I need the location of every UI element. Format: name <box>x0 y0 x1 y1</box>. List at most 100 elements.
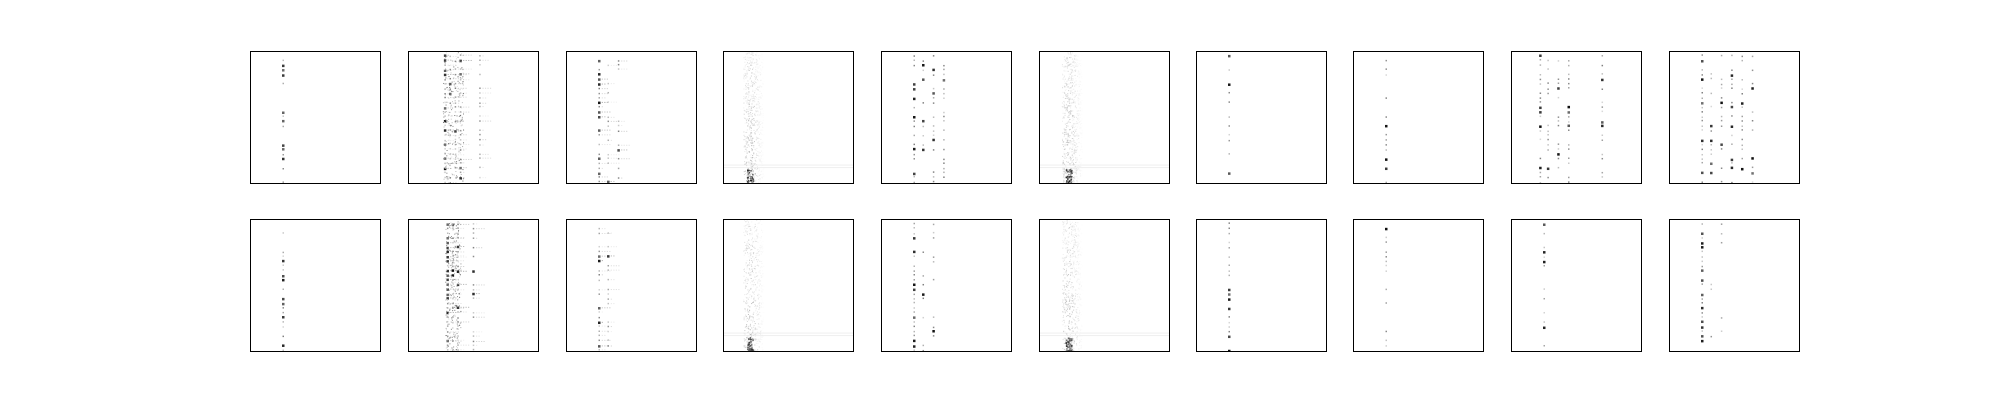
heatmap-cell <box>1228 232 1230 235</box>
heatmap-cell <box>455 246 457 248</box>
heatmap-cell <box>606 270 608 272</box>
heatmap-cell <box>458 305 460 307</box>
heatmap-cell <box>455 225 457 227</box>
heatmap-cell <box>1075 54 1077 56</box>
heatmap-cell <box>1075 64 1077 66</box>
heatmap-cell <box>1082 112 1084 114</box>
heatmap-cell <box>1066 125 1068 127</box>
heatmap-cell <box>607 116 610 119</box>
heatmap-cell <box>615 157 617 159</box>
heatmap-cell <box>1071 162 1073 164</box>
heatmap-cell <box>1074 144 1075 146</box>
heatmap-cell <box>606 111 608 113</box>
heatmap-cell <box>1072 266 1074 268</box>
heatmap-cell <box>452 55 454 57</box>
heatmap-cell <box>1073 349 1075 351</box>
heatmap-cell <box>1078 113 1080 115</box>
heatmap-cell <box>1067 306 1069 308</box>
heatmap-cell <box>1701 69 1703 71</box>
heatmap-cell <box>1601 157 1604 160</box>
heatmap-cell <box>750 165 752 167</box>
heatmap-cell <box>455 269 457 271</box>
heatmap-cell <box>476 316 478 318</box>
heatmap-cell <box>1064 157 1066 159</box>
heatmap-cell <box>446 150 448 151</box>
heatmap-cell <box>601 101 603 103</box>
heatmap-cell <box>1064 154 1066 156</box>
heatmap-cell <box>460 349 462 351</box>
heatmap-cell <box>601 325 603 327</box>
heatmap-cell <box>1076 181 1078 183</box>
heatmap-cell <box>472 340 475 343</box>
heatmap-cell <box>759 111 761 113</box>
heatmap-cell <box>1741 115 1743 118</box>
heatmap-cell <box>451 319 453 321</box>
heatmap-cell <box>1076 235 1078 237</box>
heatmap-cell <box>451 269 455 272</box>
heatmap-cell <box>1067 62 1069 64</box>
heatmap-cell <box>1067 153 1069 155</box>
heatmap-cell <box>1071 323 1073 325</box>
heatmap-canvas <box>598 59 630 183</box>
heatmap-cell <box>601 167 603 169</box>
heatmap-cell <box>609 181 611 183</box>
heatmap-cell <box>478 297 480 299</box>
heatmap-cell <box>1073 162 1075 164</box>
heatmap-cell <box>743 80 745 82</box>
heatmap-cell <box>1068 296 1070 298</box>
heatmap-cell <box>460 339 462 341</box>
heatmap-cell <box>1385 264 1387 267</box>
heatmap-cell <box>1074 135 1076 137</box>
heatmap-cell <box>913 116 916 119</box>
heatmap-cell <box>1064 92 1066 94</box>
heatmap-cell <box>1068 78 1070 80</box>
heatmap-cell <box>764 93 766 95</box>
heatmap-cell <box>760 265 762 267</box>
heatmap-cell <box>1077 222 1079 224</box>
heatmap-cell <box>760 237 762 239</box>
heatmap-cell <box>743 301 745 303</box>
heatmap-cell <box>754 269 756 271</box>
heatmap-cell <box>1076 65 1078 67</box>
heatmap-cell <box>463 344 465 346</box>
heatmap-cell <box>1720 148 1723 150</box>
heatmap-cell <box>1075 62 1077 64</box>
heatmap-cell <box>1074 333 1076 335</box>
heatmap-cell <box>762 129 764 131</box>
heatmap-cell <box>756 141 758 143</box>
heatmap-cell <box>757 293 759 295</box>
heatmap-cell <box>1070 302 1072 304</box>
heatmap-cell <box>753 118 755 119</box>
heatmap-cell <box>1547 82 1549 84</box>
heatmap-cell <box>762 248 764 250</box>
heatmap-cell <box>1068 349 1071 351</box>
heatmap-cell <box>1064 289 1066 291</box>
heatmap-cell <box>1385 345 1387 347</box>
heatmap-cell <box>746 62 748 64</box>
heatmap-cell <box>932 256 935 258</box>
heatmap-cell <box>1701 250 1703 253</box>
heatmap-cell <box>1072 326 1074 328</box>
heatmap-cell <box>755 289 757 291</box>
heatmap-cell <box>752 256 754 258</box>
heatmap-cell <box>1070 322 1072 324</box>
heatmap-cell <box>913 147 916 151</box>
heatmap-cell <box>487 120 489 122</box>
heatmap-cell <box>463 142 465 144</box>
heatmap-cell <box>462 154 465 156</box>
heatmap-cell <box>1075 95 1077 97</box>
heatmap-cell <box>1066 84 1068 86</box>
heatmap-cell <box>1070 53 1072 55</box>
heatmap-cell <box>598 172 601 176</box>
heatmap-cell <box>1067 176 1069 178</box>
heatmap-cell <box>457 344 459 346</box>
heatmap-cell <box>757 70 759 72</box>
heatmap-cell <box>747 119 749 121</box>
heatmap-cell <box>758 170 760 172</box>
heatmap-cell <box>943 68 945 71</box>
heatmap-cell <box>755 63 757 65</box>
heatmap-cell <box>751 84 753 86</box>
heatmap-cell <box>1065 344 1068 346</box>
heatmap-cell <box>1064 307 1066 309</box>
heatmap-cell <box>1076 123 1078 125</box>
